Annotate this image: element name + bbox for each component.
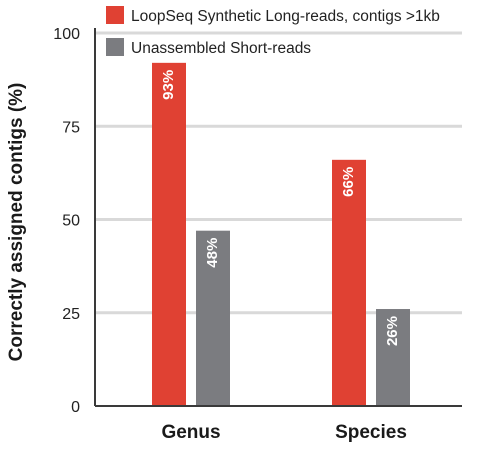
y-tick-label: 50 (62, 213, 80, 230)
legend-label: LoopSeq Synthetic Long-reads, contigs >1… (131, 8, 440, 25)
y-tick-label: 75 (62, 119, 80, 136)
bar (376, 309, 410, 406)
y-axis-title: Correctly assigned contigs (%) (6, 83, 27, 362)
data-label: 48% (204, 238, 221, 268)
x-tick-label: Species (335, 422, 407, 443)
bar (332, 159, 366, 406)
data-label: 93% (160, 70, 177, 100)
x-tick-label: Genus (161, 422, 220, 443)
data-label: 26% (384, 316, 401, 346)
legend-swatch (106, 6, 124, 24)
data-label: 66% (340, 167, 357, 197)
y-tick-label: 0 (71, 399, 80, 416)
bar (152, 62, 186, 407)
legend-swatch (106, 38, 124, 56)
y-tick-label: 25 (62, 306, 80, 323)
y-tick-label: 100 (53, 26, 80, 43)
legend-label: Unassembled Short-reads (131, 40, 311, 57)
bar (196, 230, 230, 406)
